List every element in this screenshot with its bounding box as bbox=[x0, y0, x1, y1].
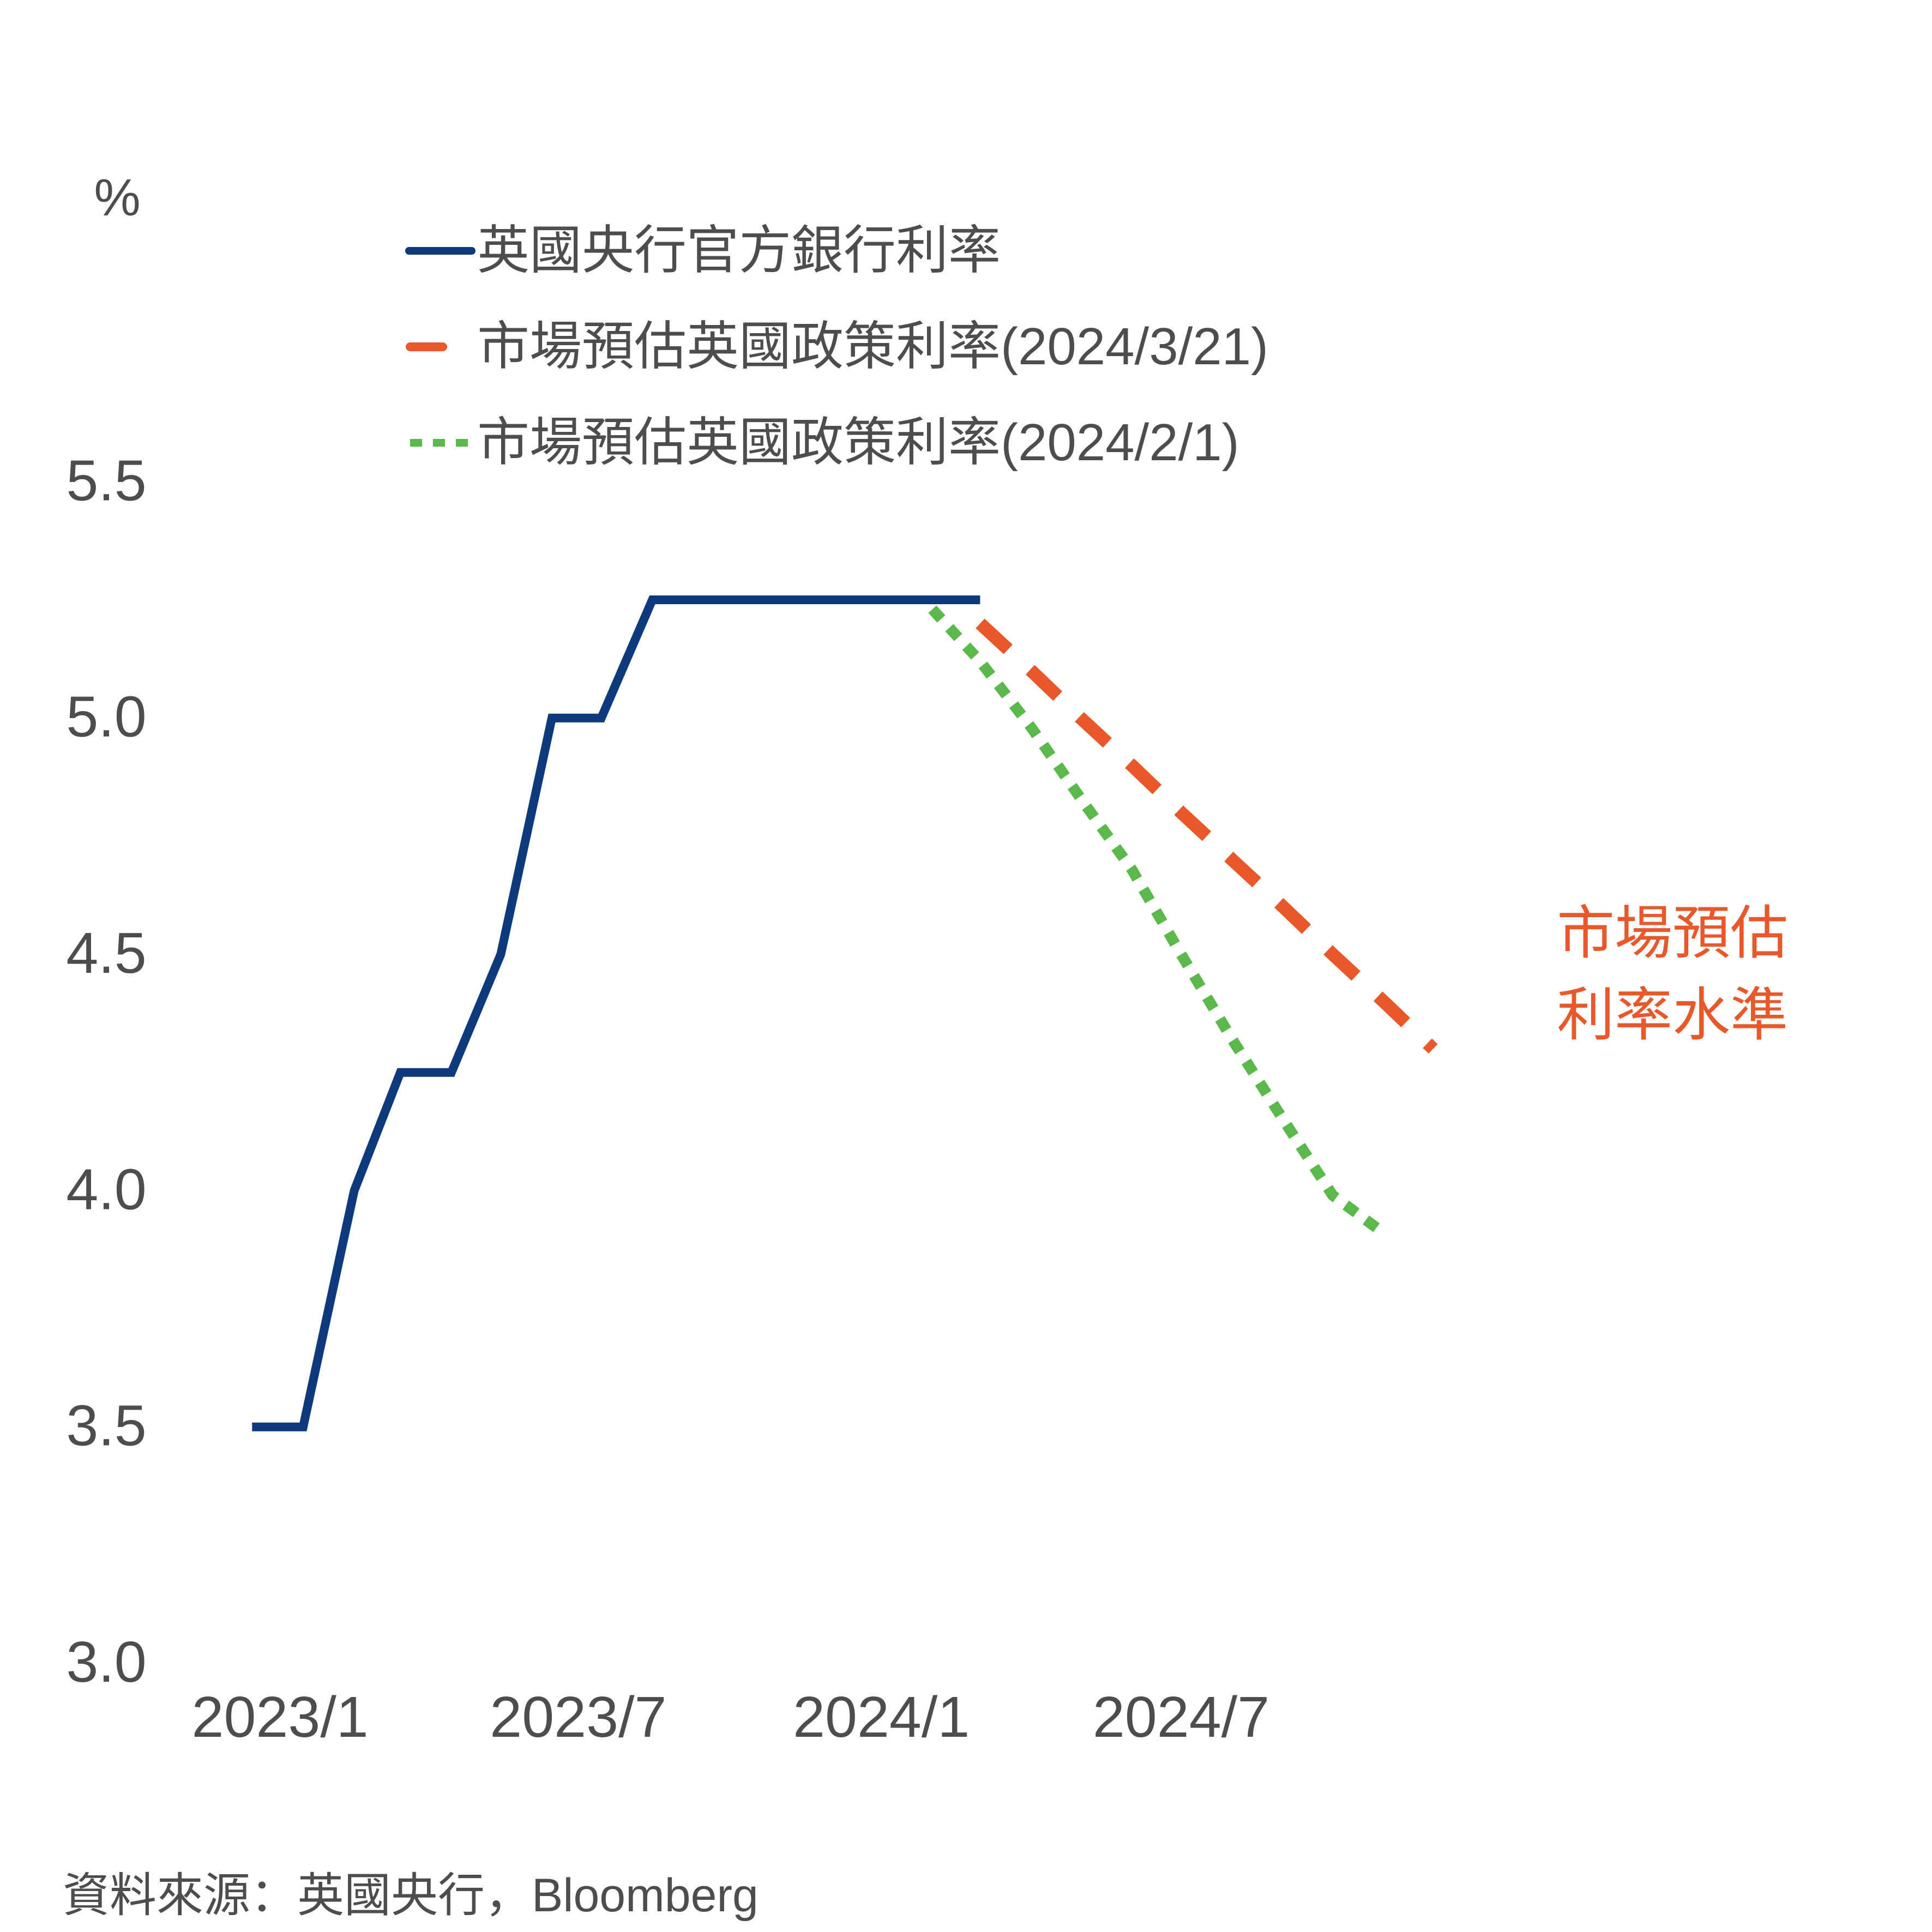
series-layer bbox=[252, 595, 1438, 1431]
x-tick-label: 2023/7 bbox=[490, 1685, 666, 1749]
y-tick-label: 4.0 bbox=[66, 1157, 146, 1221]
forecast-annotation: 市場預估 利率水準 bbox=[1557, 901, 1788, 1048]
y-tick-label: 3.0 bbox=[66, 1630, 146, 1694]
x-tick-label: 2024/7 bbox=[1093, 1685, 1269, 1749]
legend-label-official-rate: 英國央行官方銀行利率 bbox=[477, 221, 1001, 280]
x-tick-label: 2024/1 bbox=[793, 1685, 970, 1749]
series-line-official-rate bbox=[252, 595, 980, 1431]
legend: 英國央行官方銀行利率 市場預估英國政策利率(2024/3/21) 市場預估英國政… bbox=[405, 221, 1268, 472]
legend-item-forecast-feb: 市場預估英國政策利率(2024/2/1) bbox=[410, 413, 1239, 472]
series-line-forecast-feb bbox=[928, 605, 1387, 1238]
legend-item-forecast-mar: 市場預估英國政策利率(2024/3/21) bbox=[406, 317, 1268, 376]
x-tick-label: 2023/1 bbox=[192, 1685, 369, 1749]
legend-label-forecast-feb: 市場預估英國政策利率(2024/2/1) bbox=[477, 413, 1239, 472]
source-note: 資料來源：英國央行，Bloomberg bbox=[63, 1869, 759, 1922]
y-tick-label: 5.0 bbox=[66, 685, 146, 749]
x-axis-ticks: 2023/1 2023/7 2024/1 2024/7 bbox=[192, 1685, 1270, 1749]
y-tick-label: 4.5 bbox=[66, 921, 146, 985]
annotation-line-2: 利率水準 bbox=[1557, 983, 1788, 1048]
legend-item-official-rate: 英國央行官方銀行利率 bbox=[405, 221, 1001, 280]
y-tick-label: 3.5 bbox=[66, 1394, 146, 1458]
y-axis-ticks: 3.0 3.5 4.0 4.5 5.0 5.5 bbox=[66, 448, 146, 1694]
y-unit-label: % bbox=[94, 168, 140, 227]
y-tick-label: 5.5 bbox=[66, 448, 146, 513]
legend-label-forecast-mar: 市場預估英國政策利率(2024/3/21) bbox=[477, 317, 1268, 376]
series-line-forecast-mar bbox=[976, 618, 1438, 1054]
annotation-line-1: 市場預估 bbox=[1557, 901, 1788, 966]
